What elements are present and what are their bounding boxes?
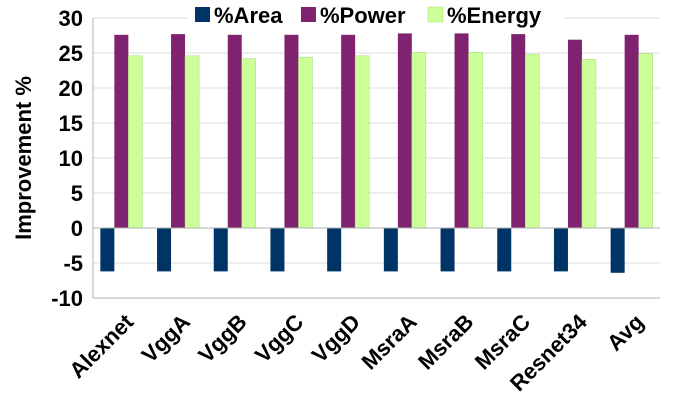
bar-area-vggc (270, 228, 285, 272)
bar-power-alexnet (114, 34, 129, 228)
y-tick-label: 25 (59, 41, 83, 66)
y-tick-labels: -10 -5 0 5 10 15 20 25 30 (51, 6, 83, 311)
x-tick-label: VggA (137, 309, 195, 367)
legend-background (188, 1, 564, 29)
bar-area-msrac (497, 228, 512, 272)
bar-power-msrab (454, 33, 469, 229)
bar-area-alexnet (100, 228, 115, 272)
x-tick-label: VggD (307, 309, 365, 367)
y-tick-label: 0 (71, 216, 83, 241)
legend-swatch-area (195, 7, 210, 22)
x-tick-label: MsraB (413, 309, 478, 374)
bar-power-avg (624, 34, 639, 228)
x-tick-label: Avg (602, 309, 648, 355)
bar-power-vggc (284, 34, 299, 228)
y-tick-label: -5 (63, 251, 83, 276)
bar-power-msraa (397, 33, 412, 229)
bar-area-msraa (383, 228, 398, 272)
bar-area-avg (610, 228, 625, 273)
bar-power-vggd (341, 34, 356, 228)
bar-power-vggb (227, 34, 242, 228)
bar-energy-vgga (184, 55, 200, 229)
bar-power-vgga (171, 34, 186, 228)
bar-energy-vggd (354, 55, 370, 229)
legend-label-energy: %Energy (447, 3, 542, 28)
legend-label-power: %Power (320, 3, 406, 28)
y-tick-label: 15 (59, 111, 83, 136)
x-tick-label: Alexnet (64, 309, 138, 383)
bar-energy-msrac (525, 54, 540, 229)
x-tick-labels: AlexnetVggAVggBVggCVggDMsraAMsraBMsraCRe… (64, 309, 648, 396)
y-tick-label: -10 (51, 286, 83, 311)
legend-swatch-power (301, 7, 316, 22)
bar-area-resnet34 (553, 228, 568, 272)
bar-area-vggb (213, 228, 228, 272)
x-tick-label: VggC (250, 309, 308, 367)
y-tick-label: 5 (71, 181, 83, 206)
x-tick-label: VggB (193, 309, 251, 367)
bar-area-vggd (327, 228, 342, 272)
bar-energy-msraa (411, 52, 427, 229)
bar-energy-msrab (468, 52, 483, 229)
axes (92, 18, 660, 299)
bar-power-msrac (511, 34, 526, 228)
legend: %Area %Power %Energy (188, 1, 564, 29)
y-tick-label: 10 (59, 146, 83, 171)
bar-area-vgga (157, 228, 172, 272)
y-tick-label: 30 (59, 6, 83, 31)
bars (100, 33, 653, 273)
bar-energy-vggc (298, 56, 313, 229)
bar-energy-avg (638, 53, 653, 229)
bar-power-resnet34 (567, 39, 582, 229)
bar-area-msrab (440, 228, 455, 272)
legend-label-area: %Area (214, 3, 283, 28)
bar-energy-resnet34 (581, 59, 597, 229)
bar-energy-alexnet (128, 55, 143, 229)
x-tick-label: MsraA (356, 309, 421, 374)
y-tick-label: 20 (59, 76, 83, 101)
legend-swatch-energy (427, 6, 444, 23)
bar-energy-vggb (241, 58, 256, 229)
y-axis-label: Improvement % (11, 76, 36, 240)
